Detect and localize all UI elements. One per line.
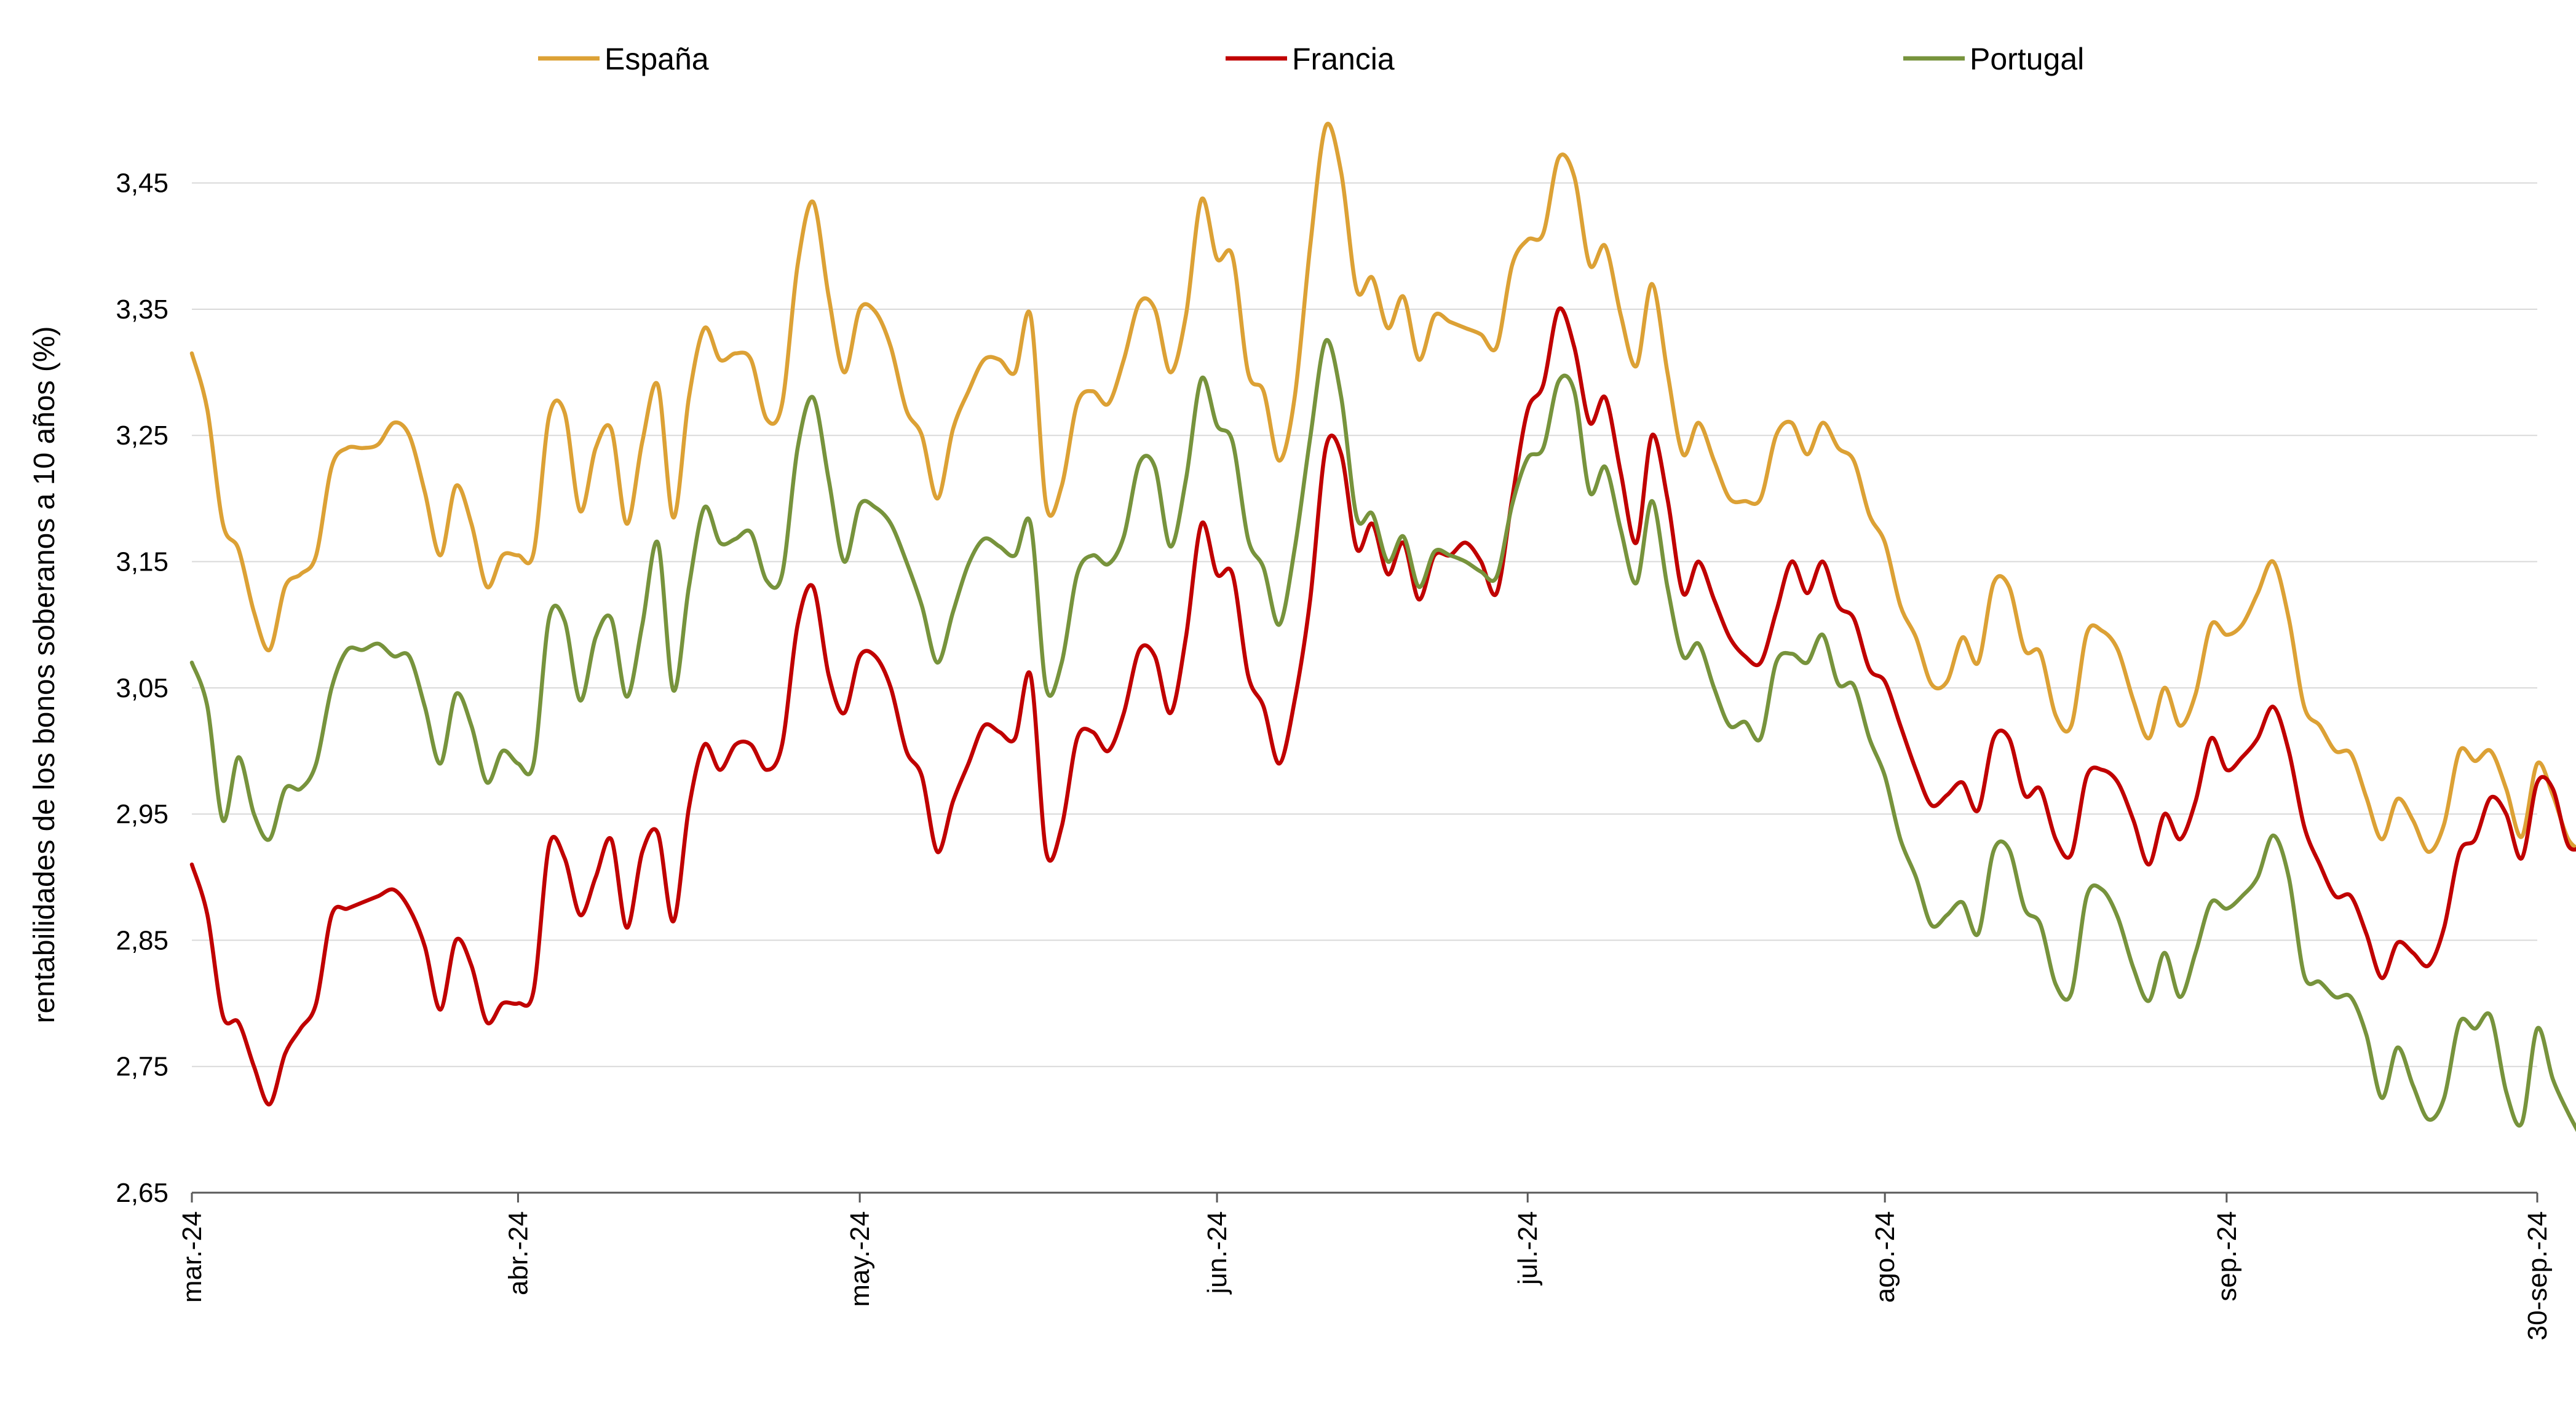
- series-line-espana: [189, 122, 2576, 854]
- y-axis-ticks: 3,45 3,35 3,25 3,15 3,05 2,95 2,85 2,75 2,65: [116, 168, 168, 1208]
- legend-label: España: [604, 42, 709, 76]
- series-line-portugal: [189, 338, 2576, 1132]
- y-tick-label: 3,15: [116, 547, 168, 577]
- y-tick-label: 2,75: [116, 1052, 168, 1082]
- x-tick-label: abr.-24: [503, 1211, 533, 1295]
- x-tick-label: ago.-24: [1870, 1211, 1900, 1303]
- gridlines: [192, 182, 2537, 1067]
- y-tick-label: 2,85: [116, 925, 168, 955]
- x-tick-label: mar.-24: [177, 1211, 207, 1303]
- y-tick-label: 3,05: [116, 673, 168, 703]
- x-tick-label: 30-sep.-24: [2522, 1211, 2553, 1340]
- legend-item-francia: Francia: [1226, 42, 1395, 76]
- x-tick-label: jun.-24: [1202, 1211, 1232, 1295]
- y-tick-label: 2,95: [116, 799, 168, 829]
- series-line-francia: [189, 306, 2576, 1107]
- legend-label: Francia: [1292, 42, 1395, 76]
- x-tick-label: may.-24: [845, 1211, 875, 1307]
- y-tick-label: 3,25: [116, 421, 168, 451]
- y-tick-label: 2,65: [116, 1178, 168, 1208]
- legend-item-portugal: Portugal: [1903, 42, 2084, 76]
- x-axis: mar.-24 abr.-24 may.-24 jun.-24 jul.-24 ago.-…: [177, 1191, 2553, 1340]
- legend: España Francia Portugal: [538, 42, 2084, 76]
- x-tick-label: jul.-24: [1513, 1211, 1543, 1286]
- x-tick-label: sep.-24: [2212, 1211, 2242, 1301]
- y-tick-label: 3,45: [116, 168, 168, 199]
- legend-label: Portugal: [1970, 42, 2084, 76]
- series-lines: [189, 122, 2576, 1132]
- y-tick-label: 3,35: [116, 294, 168, 325]
- y-axis-title: rentabilidades de los bonos soberanos a …: [28, 326, 61, 1023]
- legend-item-espana: España: [538, 42, 709, 76]
